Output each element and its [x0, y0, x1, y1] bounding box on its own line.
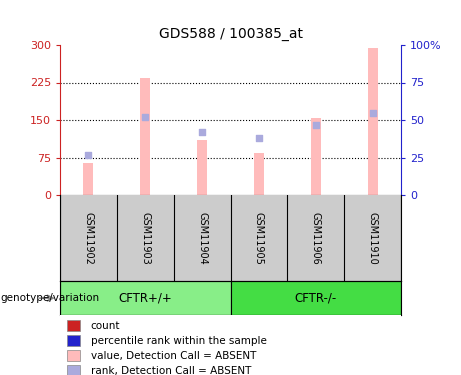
Text: GSM11910: GSM11910: [367, 212, 378, 264]
Point: [85, 152, 92, 157]
Text: CFTR-/-: CFTR-/-: [295, 292, 337, 304]
Bar: [83, 162, 94, 195]
Bar: [67, 320, 80, 331]
Text: value, Detection Call = ABSENT: value, Detection Call = ABSENT: [91, 351, 256, 361]
Point: [369, 110, 376, 116]
Bar: [197, 140, 207, 195]
Bar: [67, 350, 80, 361]
Bar: [67, 335, 80, 346]
Bar: [67, 365, 80, 375]
Point: [198, 129, 206, 135]
Point: [312, 122, 319, 128]
Point: [255, 135, 263, 141]
Text: count: count: [91, 321, 120, 331]
Text: GSM11902: GSM11902: [83, 211, 94, 265]
Bar: [230, 281, 401, 315]
Text: percentile rank within the sample: percentile rank within the sample: [91, 336, 266, 346]
Bar: [140, 78, 150, 195]
Title: GDS588 / 100385_at: GDS588 / 100385_at: [159, 27, 302, 41]
Point: [142, 114, 149, 120]
Bar: [311, 117, 321, 195]
Text: rank, Detection Call = ABSENT: rank, Detection Call = ABSENT: [91, 366, 251, 375]
Text: GSM11903: GSM11903: [140, 212, 150, 264]
Text: CFTR+/+: CFTR+/+: [118, 292, 172, 304]
Text: GSM11905: GSM11905: [254, 211, 264, 265]
Text: genotype/variation: genotype/variation: [0, 293, 99, 303]
Bar: [60, 281, 230, 315]
Text: GSM11904: GSM11904: [197, 212, 207, 264]
Bar: [367, 48, 378, 195]
Bar: [254, 153, 264, 195]
Text: GSM11906: GSM11906: [311, 212, 321, 264]
